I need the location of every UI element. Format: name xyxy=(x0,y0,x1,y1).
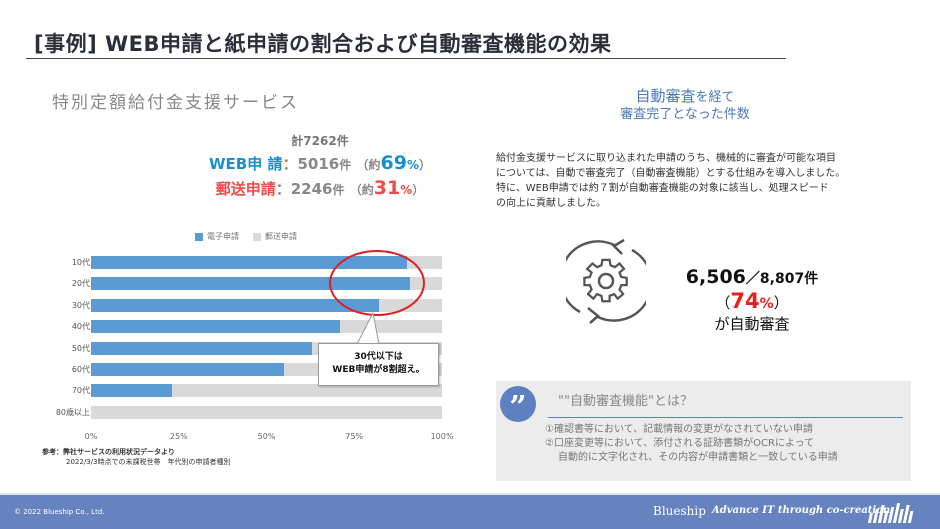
chart-category-label: 30代 xyxy=(71,301,90,310)
x-tick-label: 25% xyxy=(169,432,188,441)
brand-tagline: Advance IT through co-creation xyxy=(712,505,891,516)
auto-count: 6,506 xyxy=(685,266,746,288)
unit: 件 xyxy=(332,183,345,197)
callout-line: WEB申請が8割超え。 xyxy=(332,365,425,375)
faq-title: ""自動審査機能"とは？ xyxy=(558,394,693,409)
description-line: については、自動で審査完了（自動審査機能）とする仕組みを導入しました。 xyxy=(496,168,846,179)
paren: （ xyxy=(715,294,731,312)
total-count: 8,807件 xyxy=(759,271,819,287)
faq-box xyxy=(496,381,911,481)
source-line: 参考：弊社サービスの利用状況データより xyxy=(42,448,175,456)
callout-tail xyxy=(356,312,380,345)
chart-category-label: 80歳以上 xyxy=(55,408,90,417)
pct-unit: % xyxy=(400,183,413,197)
legend-label: 郵送申請 xyxy=(265,232,297,241)
slash: ／ xyxy=(745,271,760,287)
legend-item-electronic: 電子申請 xyxy=(195,231,239,242)
post-row: 郵送申請：2246件 （約31%） xyxy=(200,177,440,199)
paren: （約 xyxy=(356,158,381,172)
separator: ： xyxy=(282,155,298,173)
stat-label: が自動審査 xyxy=(714,315,790,333)
web-count: 5016 xyxy=(297,155,340,173)
description: 給付金支援サービスに取り込まれた申請のうち、機械的に審査が可能な項目 については… xyxy=(496,151,916,211)
chart-row: 80歳以上 xyxy=(50,406,450,420)
legend-swatch xyxy=(253,232,261,241)
faq-item: ①確認書等において、記載情報の変更がなされていない申請 xyxy=(545,424,813,435)
page-title: [事例] WEB申請と紙申請の割合および自動審査機能の効果 xyxy=(34,32,612,56)
paren: ） xyxy=(412,183,425,197)
chart-category-label: 10代 xyxy=(71,258,90,267)
post-count: 2246 xyxy=(290,180,333,198)
auto-percent: 74 xyxy=(730,289,760,313)
bar-track-post xyxy=(91,406,442,419)
legend-item-post: 郵送申請 xyxy=(253,231,297,242)
footer-divider xyxy=(0,493,940,495)
bar-fill-electronic xyxy=(91,363,285,376)
post-label: 郵送申請 xyxy=(215,180,276,198)
post-percent: 31 xyxy=(373,177,401,199)
callout-line: 30代以下は xyxy=(354,352,403,362)
paren: （約 xyxy=(349,183,374,197)
copyright: © 2022 Blueship Co., Ltd. xyxy=(14,508,105,516)
service-name: 特別定額給付金支援サービス xyxy=(52,93,299,113)
bar-fill-electronic xyxy=(91,384,172,397)
chart-category-label: 40代 xyxy=(71,322,90,331)
source-note: 参考：弊社サービスの利用状況データより 2022/3/3時点での未課税世帯 年代… xyxy=(42,447,230,467)
heading-emphasis: 自動審査 xyxy=(635,87,696,105)
bar-track-post xyxy=(91,320,442,333)
web-row: WEB申 請：5016件 （約69%） xyxy=(200,152,440,174)
paren: ） xyxy=(773,294,789,312)
x-tick-label: 50% xyxy=(257,432,276,441)
web-label: WEB申 請 xyxy=(209,155,283,173)
description-line: の向上に貢献しました。 xyxy=(496,198,606,209)
faq-body: ①確認書等において、記載情報の変更がなされていない申請 ②口座変更等において、添… xyxy=(545,423,838,465)
chart-category-label: 60代 xyxy=(71,365,90,374)
faq-item: ②口座変更等において、添付される証跡書類がOCRによって xyxy=(545,438,815,449)
highlight-ellipse xyxy=(329,250,425,316)
chart-legend: 電子申請 郵送申請 xyxy=(195,231,297,242)
auto-review-stat: 6,506／8,807件 （74%） が自動審査 xyxy=(672,266,832,334)
brand-name: Blueship xyxy=(653,504,706,518)
chart-category-label: 20代 xyxy=(71,279,90,288)
footer: © 2022 Blueship Co., Ltd. Blueship Advan… xyxy=(0,495,940,529)
quote-icon: ” xyxy=(500,386,536,425)
web-percent: 69 xyxy=(380,152,407,174)
chart-row: 40代 xyxy=(50,320,450,334)
title-divider xyxy=(26,58,786,59)
bar-fill-electronic xyxy=(91,342,313,355)
chart-category-label: 50代 xyxy=(71,344,90,353)
total-count: 計7262件 xyxy=(291,134,349,148)
faq-item: 自動的に文字化され、その内容が申請書類と一致している申請 xyxy=(558,452,838,463)
bar-fill-electronic xyxy=(91,299,379,312)
auto-review-heading: 自動審査を経て 審査完了となった件数 xyxy=(600,88,770,123)
paren: ） xyxy=(418,158,431,172)
bar-track-post xyxy=(91,384,442,397)
x-tick-label: 75% xyxy=(345,432,364,441)
source-line: 2022/3/3時点での未課税世帯 年代別の申請者種別 xyxy=(66,458,231,466)
separator: ： xyxy=(275,180,291,198)
chart-category-label: 70代 xyxy=(71,386,90,395)
heading-text: を経て xyxy=(695,90,735,105)
pct-unit: % xyxy=(406,158,419,172)
legend-swatch xyxy=(195,232,203,241)
brand-logo-icon xyxy=(867,503,915,523)
pct-unit: % xyxy=(759,296,774,312)
callout-box: 30代以下は WEB申請が8割超え。 xyxy=(318,343,439,386)
application-totals: 計7262件 WEB申 請：5016件 （約69%） 郵送申請：2246件 （約… xyxy=(200,132,440,199)
bar-fill-electronic xyxy=(91,256,407,269)
heading-line2: 審査完了となった件数 xyxy=(620,107,750,122)
bar-fill-electronic xyxy=(91,320,341,333)
description-line: 特に、WEB申請では約７割が自動審査機能の対象に該当し、処理スピード xyxy=(496,183,829,194)
legend-label: 電子申請 xyxy=(207,232,239,241)
x-tick-label: 0% xyxy=(84,432,98,441)
gear-cycle-icon xyxy=(566,238,646,324)
faq-divider xyxy=(548,417,903,418)
x-tick-label: 100% xyxy=(430,432,454,441)
unit: 件 xyxy=(339,158,352,172)
chart-row: 70代 xyxy=(50,384,450,398)
description-line: 給付金支援サービスに取り込まれた申請のうち、機械的に審査が可能な項目 xyxy=(496,153,836,164)
